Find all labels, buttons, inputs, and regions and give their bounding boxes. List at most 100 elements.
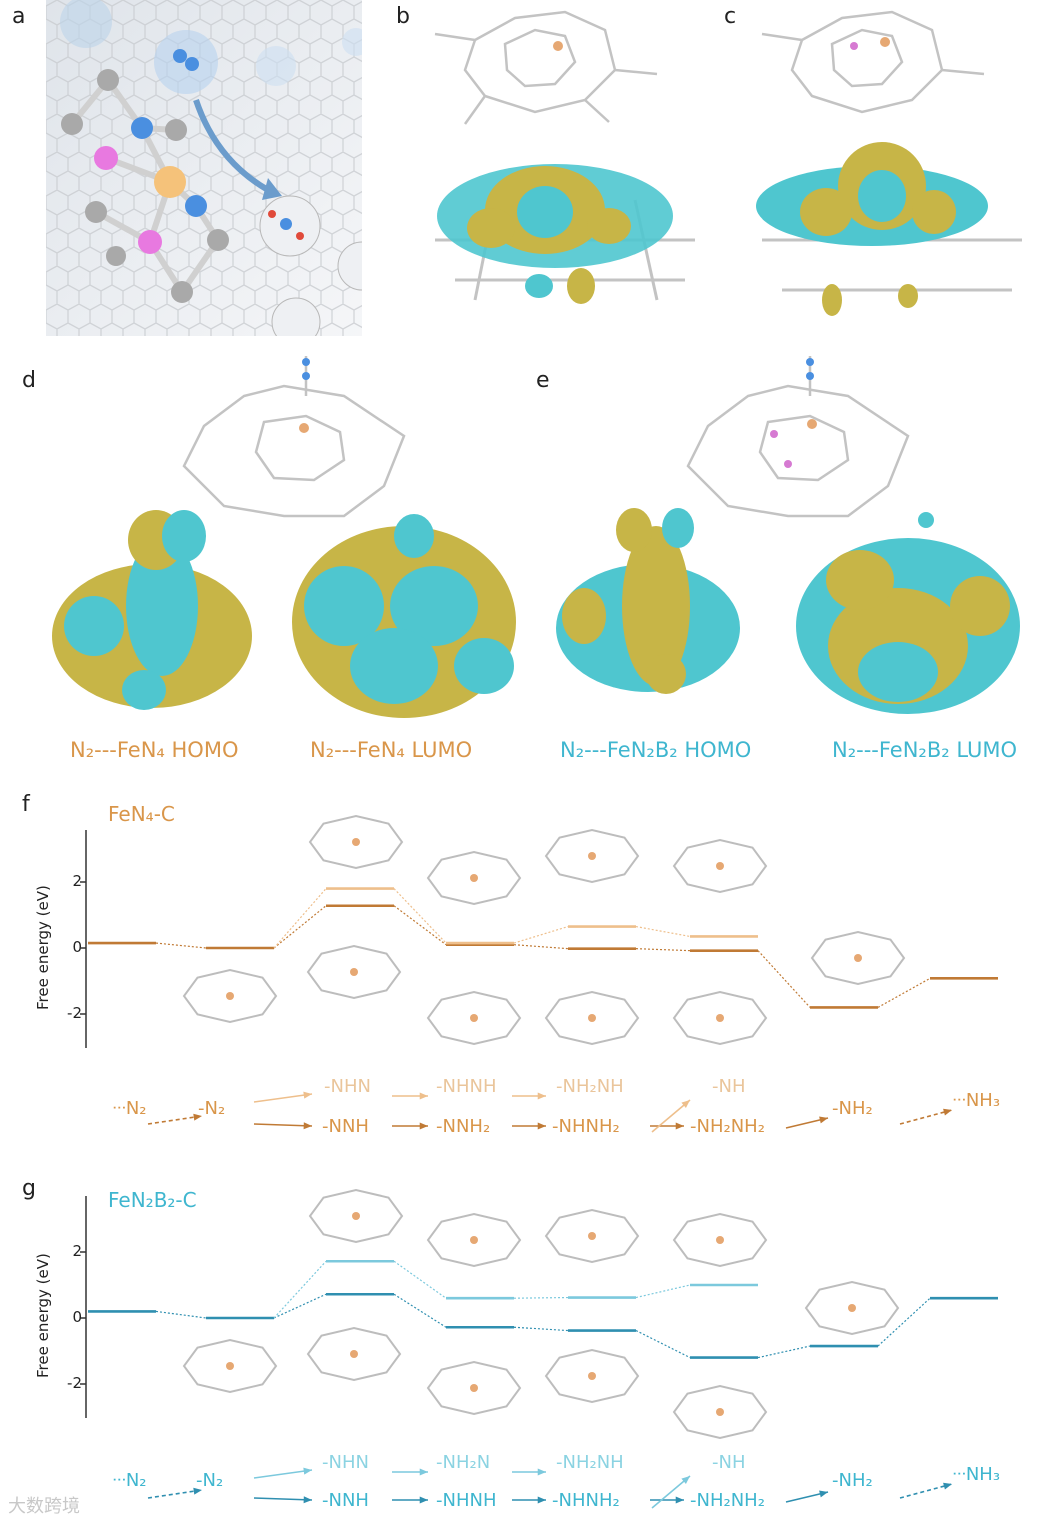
structure-sketch-17 — [544, 1348, 640, 1404]
pathway-f-alt-0: -NHN — [324, 1076, 371, 1097]
panel-letter-d: d — [22, 368, 36, 393]
pathway-g-arrow-6 — [899, 1483, 953, 1499]
pathway-f-main-4: -NHNH₂ — [552, 1116, 620, 1137]
panel-letter-c: c — [724, 4, 737, 29]
pathway-f-main-7: ᐧᐧᐧNH₃ — [952, 1090, 1001, 1111]
pathway-g-arrow-5-head — [819, 1490, 828, 1498]
structure-sketch-15 — [306, 1326, 402, 1382]
chart-g-connector — [155, 1310, 207, 1319]
pathway-g-arrow-0-head — [193, 1487, 202, 1495]
structure-sketch-19 — [804, 1280, 900, 1336]
label-fen4-homo: N₂---FeN₄ HOMO — [70, 738, 239, 762]
pathway-g-arrow-1-head — [303, 1496, 312, 1504]
pathway-g-alt-arrow-0-head — [303, 1467, 312, 1475]
label-fen2b2-lumo: N₂---FeN₂B₂ LUMO — [832, 738, 1018, 762]
watermark: 大数跨境 — [8, 1496, 80, 1517]
pathway-f-arrow-6-head — [943, 1108, 952, 1116]
structure-sketch-1 — [426, 850, 522, 906]
pathway-g-main-4: -NHNH₂ — [552, 1490, 620, 1511]
structure-sketch-11 — [426, 1212, 522, 1268]
chart-f-ytick-2: 2 — [72, 872, 82, 890]
pathway-f-arrow-1 — [253, 1123, 313, 1127]
pathway-g-arrow-1 — [253, 1497, 313, 1501]
chart-f-connector — [513, 925, 569, 944]
pathway-f-arrow-2-head — [419, 1122, 428, 1130]
chart-f-connector — [757, 950, 811, 1008]
panel-letter-f: f — [22, 792, 30, 817]
structure-sketch-6 — [426, 990, 522, 1046]
pathway-f-alt-2: -NH₂NH — [556, 1076, 624, 1097]
pathway-f-alt-arrow-3-head — [681, 1100, 690, 1109]
pathway-f-alt-arrow-0 — [253, 1093, 313, 1103]
chart-f-connector — [273, 905, 327, 949]
chart-f-connector — [635, 948, 691, 952]
pathway-g-alt-arrow-2-head — [537, 1468, 546, 1476]
structure-sketch-0 — [308, 814, 404, 870]
chart-g-ytick-2: 2 — [72, 1242, 82, 1260]
structure-sketch-3 — [672, 838, 768, 894]
pathway-f-main-1: -N₂ — [198, 1098, 226, 1119]
chart-f-connector — [513, 944, 569, 950]
chart-g-connector — [877, 1297, 931, 1347]
pathway-f-alt-arrow-1-head — [419, 1092, 428, 1100]
chart-g-connector — [393, 1260, 447, 1299]
chart-g-connector — [635, 1284, 691, 1299]
chart-g-title: FeN₂B₂-C — [108, 1188, 197, 1212]
pathway-g-alt-arrow-3-head — [681, 1476, 690, 1485]
chart-g-ylabel: Free energy (eV) — [34, 1253, 52, 1378]
pathway-f-arrow-4-head — [675, 1122, 684, 1130]
structure-sketch-18 — [672, 1384, 768, 1440]
chart-g-connector — [635, 1330, 691, 1359]
pathway-g-main-6: -NH₂ — [832, 1470, 873, 1491]
pathway-g-arrow-4-head — [675, 1496, 684, 1504]
pathway-g-arrow-6-head — [943, 1482, 952, 1490]
chart-f-connector — [877, 977, 931, 1008]
chart-f-title: FeN₄-C — [108, 802, 175, 826]
pathway-f-main-0: ᐧᐧᐧN₂ — [112, 1098, 147, 1119]
structure-sketch-12 — [544, 1208, 640, 1264]
chart-g-connector — [757, 1345, 811, 1359]
pathway-f-arrow-3-head — [537, 1122, 546, 1130]
pathway-g-alt-3: -NH — [712, 1452, 746, 1473]
chart-g-ytick-0: 0 — [72, 1308, 82, 1326]
panel-c-charge-density — [722, 0, 1052, 340]
chart-f-ytick-m2: -2 — [67, 1004, 82, 1022]
pathway-g-main-2: -NNH — [322, 1490, 369, 1511]
label-fen2b2-homo: N₂---FeN₂B₂ HOMO — [560, 738, 752, 762]
pathway-g-arrow-0 — [147, 1489, 203, 1499]
pathway-f-alt-1: -NHNH — [436, 1076, 497, 1097]
label-fen4-lumo: N₂---FeN₄ LUMO — [310, 738, 473, 762]
chart-g-ytick-m2: -2 — [67, 1374, 82, 1392]
chart-f-connector — [393, 888, 447, 944]
pathway-g-main-7: ᐧᐧᐧNH₃ — [952, 1464, 1001, 1485]
pathway-f-arrow-0 — [147, 1115, 203, 1125]
pathway-g-main-3: -NHNH — [436, 1490, 497, 1511]
pathway-f-arrow-1-head — [303, 1122, 312, 1130]
structure-sketch-16 — [426, 1360, 522, 1416]
chart-g-connector — [513, 1296, 569, 1299]
pathway-f-alt-arrow-2-head — [537, 1092, 546, 1100]
pathway-g-alt-arrow-0 — [253, 1469, 313, 1479]
pathway-f-main-2: -NNH — [322, 1116, 369, 1137]
pathway-g-main-5: -NH₂NH₂ — [690, 1490, 765, 1511]
structure-sketch-13 — [672, 1212, 768, 1268]
panel-d-orbitals — [44, 356, 524, 736]
structure-sketch-8 — [672, 990, 768, 1046]
panel-a-schematic — [46, 0, 362, 336]
chart-f-connector-alt — [273, 888, 327, 949]
structure-sketch-9 — [810, 930, 906, 986]
chart-f-connector — [393, 905, 447, 946]
structure-sketch-10 — [308, 1188, 404, 1244]
panel-letter-e: e — [536, 368, 550, 393]
chart-g-connector — [273, 1293, 327, 1319]
pathway-g-alt-0: -NHN — [322, 1452, 369, 1473]
pathway-f-arrow-6 — [899, 1109, 953, 1125]
pathway-g-arrow-3-head — [537, 1496, 546, 1504]
chart-g-connector — [393, 1293, 447, 1328]
panel-letter-b: b — [396, 4, 410, 29]
pathway-f-main-3: -NNH₂ — [436, 1116, 491, 1137]
structure-sketch-2 — [544, 828, 640, 884]
structure-sketch-7 — [544, 990, 640, 1046]
structure-sketch-5 — [306, 944, 402, 1000]
